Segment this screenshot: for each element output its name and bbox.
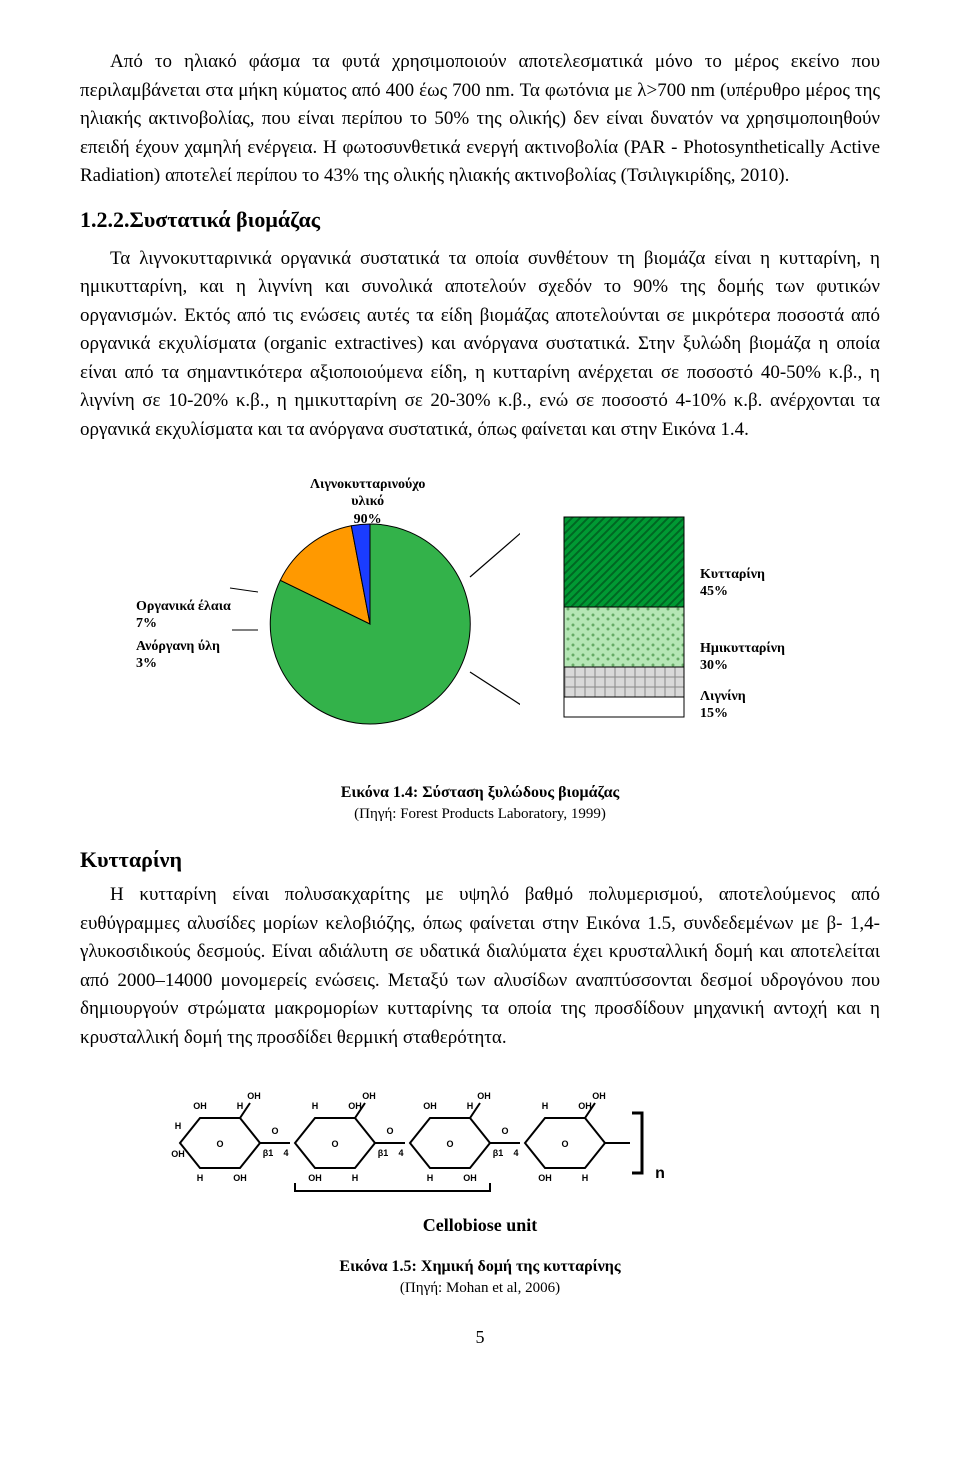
bar-seg-hemi <box>564 607 684 667</box>
cellulose-svg: H OH OH H OH H OH O O β1 4 H <box>160 1078 800 1208</box>
figure-1-5: H OH OH H OH H OH O O β1 4 H <box>160 1078 800 1297</box>
svg-text:OH: OH <box>592 1091 606 1101</box>
bar-label-hemi: Ημικυτταρίνη30% <box>700 622 785 675</box>
svg-text:H: H <box>467 1101 474 1111</box>
bar-label-lignin: Λιγνίνη15% <box>700 670 746 723</box>
svg-text:β1: β1 <box>493 1148 504 1158</box>
stacked-bar-chart: Κυτταρίνη45% Ημικυτταρίνη30% Λιγνίνη15% <box>540 462 820 762</box>
fig-1-4-source: (Πηγή: Forest Products Laboratory, 1999) <box>80 806 880 823</box>
fig-1-5-source: (Πηγή: Mohan et al, 2006) <box>160 1280 800 1297</box>
svg-text:n: n <box>655 1165 665 1182</box>
paragraph-2: Τα λιγνοκυτταρινικά οργανικά συστατικά τ… <box>80 245 880 445</box>
svg-text:O: O <box>386 1126 393 1136</box>
svg-text:OH: OH <box>477 1091 491 1101</box>
svg-text:β1: β1 <box>263 1148 274 1158</box>
pie-chart: Λιγνοκυτταρινούχο υλικό90% Οργανικά έλαι… <box>140 462 520 762</box>
svg-text:OH: OH <box>362 1091 376 1101</box>
svg-text:H: H <box>352 1173 359 1183</box>
svg-text:4: 4 <box>513 1148 518 1158</box>
svg-text:OH: OH <box>171 1149 185 1159</box>
bar-seg-rest <box>564 697 684 717</box>
bar-seg-cellulose <box>564 517 684 607</box>
svg-text:OH: OH <box>423 1101 437 1111</box>
paragraph-3: Η κυτταρίνη είναι πολυσακχαρίτης με υψηλ… <box>80 881 880 1052</box>
svg-text:O: O <box>331 1139 338 1149</box>
svg-text:O: O <box>446 1139 453 1149</box>
svg-text:H: H <box>237 1101 244 1111</box>
cellobiose-caption: Cellobiose unit <box>160 1215 800 1236</box>
pie-label-inorg: Ανόργανη ύλη3% <box>136 620 220 673</box>
svg-text:β1: β1 <box>378 1148 389 1158</box>
svg-text:H: H <box>197 1173 204 1183</box>
svg-text:OH: OH <box>193 1101 207 1111</box>
sub-heading-cellulose: Κυτταρίνη <box>80 847 880 873</box>
svg-text:OH: OH <box>308 1173 322 1183</box>
svg-text:OH: OH <box>233 1173 247 1183</box>
svg-text:OH: OH <box>538 1173 552 1183</box>
figure-1-4: Λιγνοκυτταρινούχο υλικό90% Οργανικά έλαι… <box>80 462 880 823</box>
svg-text:OH: OH <box>578 1101 592 1111</box>
svg-text:OH: OH <box>463 1173 477 1183</box>
svg-text:O: O <box>561 1139 568 1149</box>
bar-seg-lignin <box>564 667 684 697</box>
page-number: 5 <box>80 1327 880 1348</box>
svg-text:H: H <box>542 1101 549 1111</box>
fig-1-5-caption: Εικόνα 1.5: Χημική δομή της κυτταρίνης <box>160 1258 800 1276</box>
bar-patterns <box>540 462 820 762</box>
svg-text:4: 4 <box>398 1148 403 1158</box>
svg-text:H: H <box>175 1121 182 1131</box>
section-title: Συστατικά βιομάζας <box>130 207 321 232</box>
svg-text:4: 4 <box>283 1148 288 1158</box>
svg-text:O: O <box>501 1126 508 1136</box>
bar-label-cellulose: Κυτταρίνη45% <box>700 548 765 601</box>
paragraph-1: Από το ηλιακό φάσμα τα φυτά χρησιμοποιού… <box>80 48 880 191</box>
section-number: 1.2.2. <box>80 207 130 232</box>
svg-text:OH: OH <box>247 1091 261 1101</box>
svg-text:OH: OH <box>348 1101 362 1111</box>
section-heading: 1.2.2.Συστατικά βιομάζας <box>80 207 880 233</box>
svg-text:H: H <box>312 1101 319 1111</box>
svg-text:O: O <box>271 1126 278 1136</box>
svg-text:H: H <box>427 1173 434 1183</box>
svg-text:O: O <box>216 1139 223 1149</box>
svg-text:H: H <box>582 1173 589 1183</box>
pie-svg <box>260 514 480 734</box>
fig-1-4-caption: Εικόνα 1.4: Σύσταση ξυλώδους βιομάζας <box>80 784 880 802</box>
